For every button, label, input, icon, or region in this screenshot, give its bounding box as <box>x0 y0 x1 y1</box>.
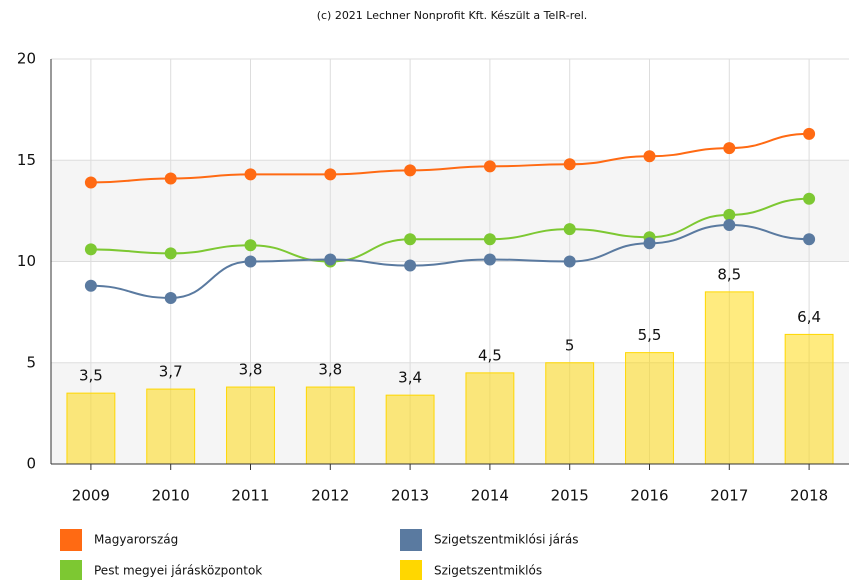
point <box>84 176 97 189</box>
data-label: 3,5 <box>79 367 103 385</box>
y-tick-label: 20 <box>17 50 36 68</box>
point <box>84 279 97 292</box>
bar <box>465 372 515 465</box>
x-tick-label: 2009 <box>72 487 110 505</box>
point <box>723 142 736 155</box>
point <box>563 158 576 171</box>
point <box>803 192 816 205</box>
legend-label: Szigetszentmiklós <box>434 564 542 578</box>
data-label: 6,4 <box>797 308 821 326</box>
x-tick-label: 2010 <box>152 487 190 505</box>
data-label: 3,8 <box>239 361 263 379</box>
point <box>84 243 97 256</box>
point <box>244 255 257 268</box>
point <box>404 233 417 246</box>
point <box>244 239 257 252</box>
chart-title: (c) 2021 Lechner Nonprofit Kft. Készült … <box>317 9 588 22</box>
bar <box>545 362 595 465</box>
x-tick-label: 2018 <box>790 487 828 505</box>
line <box>90 224 810 299</box>
bar <box>305 386 355 465</box>
bar <box>625 352 674 465</box>
point <box>723 208 736 221</box>
point <box>563 255 576 268</box>
data-label: 3,8 <box>318 361 342 379</box>
x-tick-label: 2015 <box>551 487 589 505</box>
bar <box>66 392 116 465</box>
data-label: 4,5 <box>478 346 502 364</box>
legend-swatch <box>400 529 422 551</box>
point <box>643 150 656 163</box>
point <box>404 259 417 272</box>
point <box>483 160 496 173</box>
y-tick-label: 15 <box>17 151 36 169</box>
point <box>164 172 177 185</box>
data-label: 8,5 <box>717 265 741 283</box>
legend-label: Pest megyei járásközpontok <box>94 564 262 578</box>
line <box>90 132 810 184</box>
line <box>90 197 810 263</box>
bar <box>704 291 754 465</box>
legend-swatch <box>60 560 82 580</box>
bar <box>784 333 834 465</box>
point <box>324 168 337 181</box>
y-tick-label: 0 <box>26 455 36 473</box>
bar <box>226 386 275 465</box>
x-tick-label: 2017 <box>710 487 748 505</box>
point <box>643 237 656 250</box>
point <box>404 164 417 177</box>
point <box>563 223 576 236</box>
legend-swatch <box>60 529 82 551</box>
point <box>723 219 736 232</box>
data-label: 3,4 <box>398 369 422 387</box>
point <box>803 127 816 140</box>
point <box>164 291 177 304</box>
x-tick-label: 2011 <box>231 487 269 505</box>
data-label: 3,7 <box>159 363 183 381</box>
point <box>803 233 816 246</box>
x-tick-label: 2016 <box>630 487 668 505</box>
point <box>324 253 337 266</box>
y-tick-label: 5 <box>26 353 36 371</box>
bar <box>146 388 196 465</box>
point <box>483 233 496 246</box>
plot-band <box>51 160 849 262</box>
legend-label: Magyarország <box>94 533 178 547</box>
data-label: 5,5 <box>638 326 662 344</box>
x-tick-label: 2012 <box>311 487 349 505</box>
x-tick-label: 2013 <box>391 487 429 505</box>
point <box>244 168 257 181</box>
bar <box>385 394 435 465</box>
point <box>164 247 177 260</box>
legend-label: Szigetszentmiklósi járás <box>434 533 578 547</box>
legend-swatch <box>400 560 422 580</box>
y-tick-label: 10 <box>17 252 36 270</box>
data-label: 5 <box>565 336 575 354</box>
point <box>483 253 496 266</box>
x-tick-label: 2014 <box>471 487 509 505</box>
